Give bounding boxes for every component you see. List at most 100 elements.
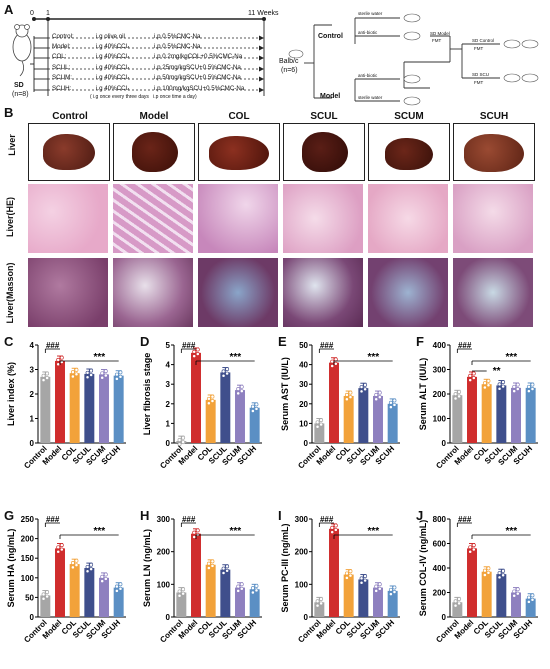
- data-point: [377, 586, 382, 591]
- fmt-sd-control: SD Control: [472, 38, 495, 43]
- animal-label: SD: [14, 82, 24, 89]
- he-image-col: [198, 184, 278, 253]
- animal-n: (n=8): [12, 91, 29, 98]
- data-point: [359, 389, 364, 394]
- fmt-sd-model: SD Model: [430, 31, 450, 36]
- treatment-row: SCUL: i.g 40%CCl₄ i.p 25mg/kgSCU+0.5%CMC-N…: [52, 64, 241, 71]
- data-point: [41, 378, 46, 383]
- data-point: [254, 402, 259, 407]
- sig-label-model: ###: [182, 341, 196, 350]
- data-point: [363, 578, 368, 583]
- sig-label-model: ###: [182, 515, 196, 524]
- data-point: [512, 589, 517, 594]
- y-tick-label: 100: [295, 580, 309, 589]
- liver-photo-scul: [283, 123, 365, 181]
- data-point: [74, 563, 79, 568]
- data-point: [359, 576, 364, 581]
- data-point: [177, 442, 182, 447]
- bar-scum: [99, 577, 109, 617]
- y-tick-label: 0: [166, 439, 171, 448]
- data-point: [501, 568, 506, 573]
- y-axis-label: Liver index (%): [6, 362, 16, 426]
- data-point: [206, 566, 211, 570]
- y-tick-label: 600: [433, 540, 447, 549]
- sig-label-treat: ***: [229, 352, 241, 363]
- data-point: [468, 378, 473, 383]
- data-point: [512, 593, 517, 598]
- data-point: [486, 378, 491, 383]
- data-point: [530, 593, 535, 598]
- sig-label-model: ###: [46, 515, 60, 524]
- histology-headers: Control Model COL SCUL SCUM SCUH: [30, 111, 542, 122]
- data-point: [377, 395, 382, 400]
- data-point: [74, 558, 79, 563]
- y-axis-label: Serum ALT (IU/L): [418, 358, 428, 431]
- y-tick-label: 1: [166, 419, 171, 428]
- data-point: [221, 570, 226, 575]
- data-point: [374, 397, 379, 402]
- data-point: [526, 389, 531, 394]
- y-axis-label: Serum HA (ng/mL): [6, 529, 16, 608]
- data-point: [254, 406, 259, 411]
- data-point: [250, 590, 255, 595]
- y-tick-label: 0: [442, 613, 447, 622]
- data-point: [359, 385, 364, 389]
- bar-control: [452, 602, 463, 617]
- data-point: [457, 394, 462, 399]
- data-point: [471, 371, 476, 376]
- he-image-model: [113, 184, 193, 253]
- y-tick-label: 0: [166, 613, 171, 622]
- data-point: [501, 384, 506, 389]
- data-point: [45, 590, 50, 595]
- data-point: [100, 375, 105, 380]
- y-tick-label: 150: [21, 554, 35, 563]
- data-point: [497, 571, 502, 575]
- panel-label-e: E: [278, 334, 287, 349]
- data-point: [319, 418, 324, 423]
- data-point: [254, 588, 259, 593]
- data-point: [515, 587, 520, 592]
- y-tick-label: 0: [304, 439, 309, 448]
- data-point: [330, 363, 335, 368]
- treatment-row: COL: i.g 40%CCl₄ i.p 0.2mg/kgCOL+0.5%CMC-N…: [52, 53, 243, 60]
- data-point: [497, 386, 502, 391]
- liver-photo-col: [198, 123, 280, 181]
- data-point: [239, 586, 244, 591]
- data-point: [192, 354, 197, 359]
- bar-col: [205, 399, 216, 443]
- bar-scul: [496, 574, 507, 617]
- bar-scuh: [113, 587, 124, 617]
- fmt-fmt-3: FMT: [474, 80, 484, 85]
- bar-scul: [84, 568, 95, 617]
- liver-photo-scuh: [453, 123, 535, 181]
- y-tick-label: 800: [433, 515, 447, 524]
- bar-scuh: [525, 387, 536, 443]
- data-point: [530, 597, 535, 602]
- data-point: [348, 390, 353, 395]
- data-point: [114, 372, 119, 377]
- data-point: [377, 390, 382, 395]
- data-point: [363, 387, 368, 392]
- y-tick-label: 100: [157, 580, 171, 589]
- fmt-branch-control: Control: [318, 33, 343, 40]
- data-point: [103, 373, 108, 378]
- liver-photo-scum: [368, 123, 450, 181]
- bar-scul: [220, 372, 231, 443]
- data-point: [526, 384, 531, 389]
- y-tick-label: 400: [433, 564, 447, 573]
- bar-control: [176, 592, 187, 617]
- panel-label-d: D: [140, 334, 150, 349]
- col-header-scul: SCUL: [310, 111, 338, 122]
- bar-col: [481, 571, 492, 617]
- y-tick-label: 200: [21, 535, 35, 544]
- data-point: [348, 395, 353, 400]
- data-point: [118, 374, 123, 379]
- bar-scuh: [525, 598, 536, 617]
- y-tick-label: 100: [433, 415, 447, 424]
- fmt-fmt-2: FMT: [474, 46, 484, 51]
- data-point: [239, 389, 244, 394]
- panel-label-b: B: [4, 105, 14, 120]
- bar-scuh: [387, 403, 398, 443]
- data-point: [45, 594, 50, 599]
- y-tick-label: 300: [295, 515, 309, 524]
